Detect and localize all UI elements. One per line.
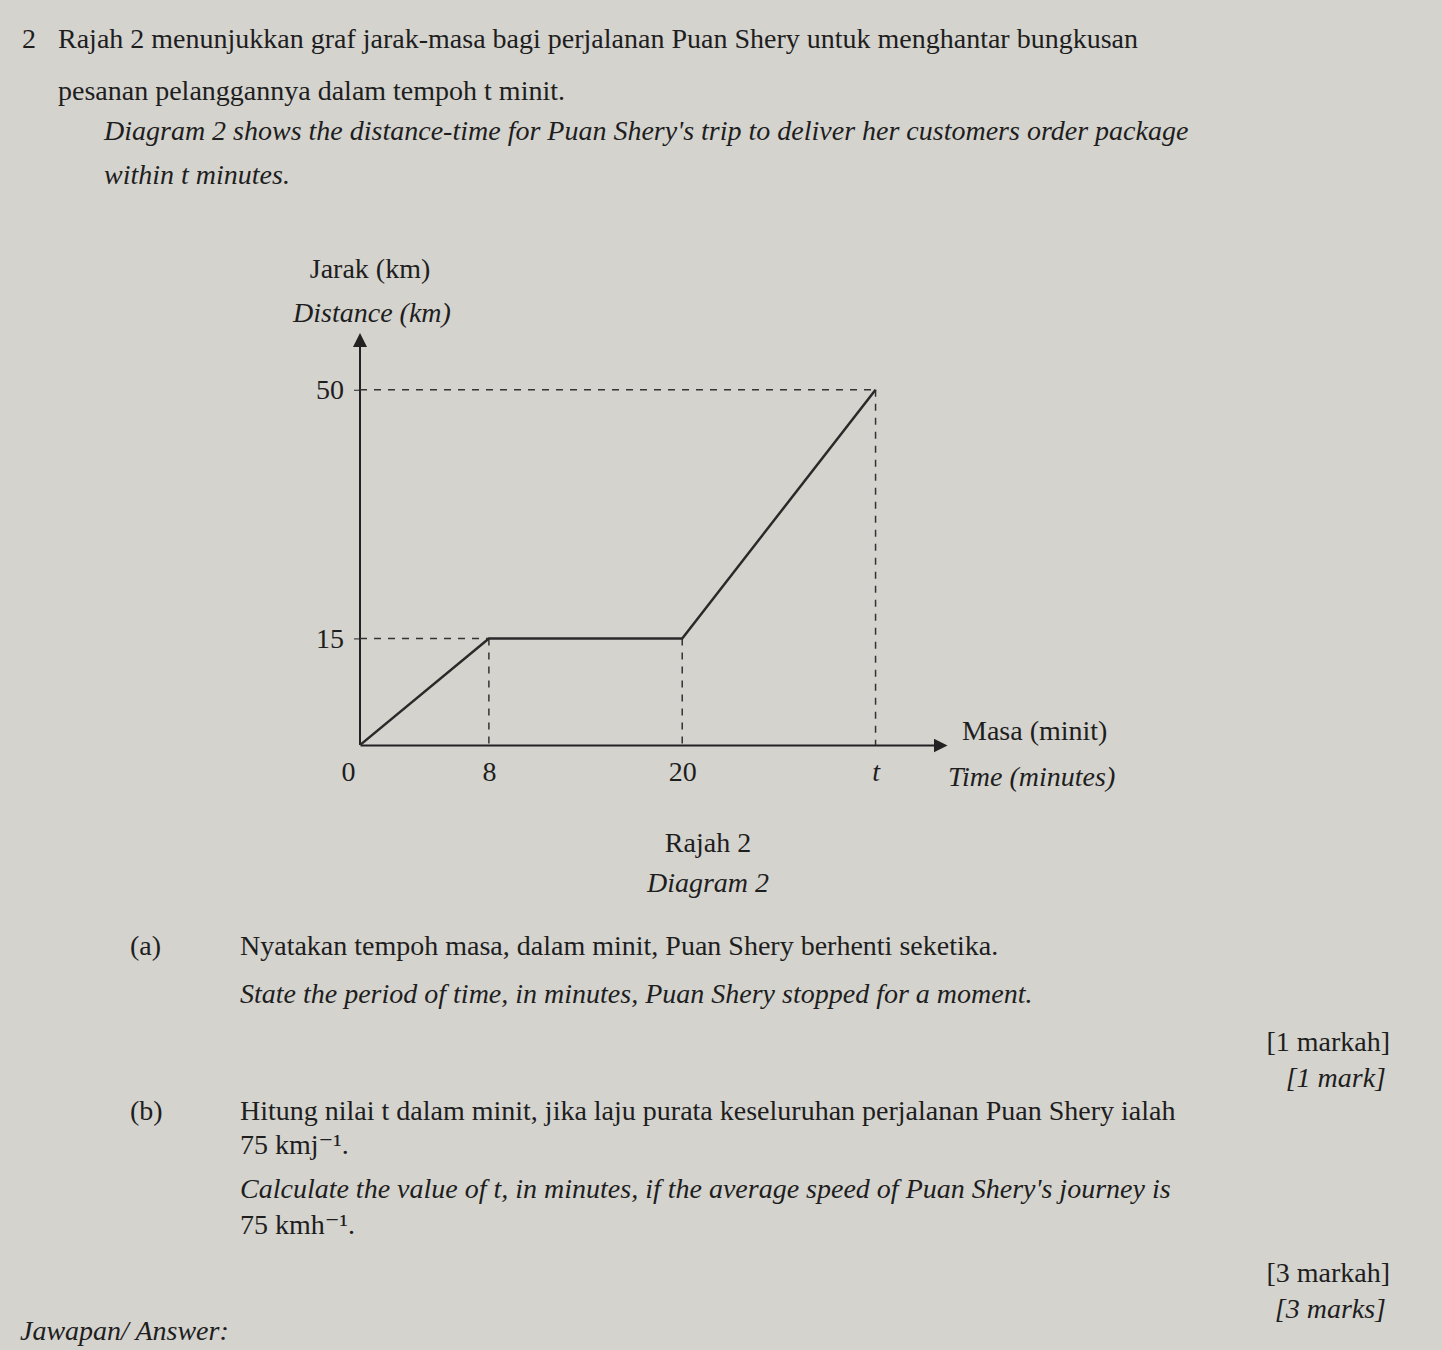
page: 2 Rajah 2 menunjukkan graf jarak-masa bag…: [0, 0, 1442, 1350]
x-tick-label: 20: [669, 756, 697, 787]
part-en: Calculate the value of t, in minutes, if…: [240, 1173, 1171, 1204]
part-bm: Hitung nilai t dalam minit, jika laju pu…: [240, 1095, 1175, 1126]
plot-area: [360, 390, 876, 745]
x-tick-label: t: [872, 756, 881, 787]
y-axis-line: [359, 340, 361, 745]
part-en: 75 kmh⁻¹.: [240, 1209, 355, 1240]
part-label: (b): [130, 1095, 163, 1126]
y-tick-mark: [354, 638, 360, 639]
x-tick: t: [872, 745, 881, 787]
guide-horizontal: [360, 389, 876, 391]
intro-bm: pesanan pelanggannya dalam tempoh t mini…: [58, 75, 565, 106]
marks-en: [3 marks]: [1275, 1293, 1386, 1324]
marks-bm: [1 markah]: [1266, 1026, 1390, 1057]
intro-en: Diagram 2 shows the distance-time for Pu…: [103, 115, 1188, 146]
x-axis-line: [361, 745, 941, 747]
x-axis: 0 8 20 t: [342, 745, 941, 787]
guides: [360, 390, 876, 745]
distance-line: [360, 390, 876, 745]
y-tick-label: 15: [316, 623, 344, 654]
x-tick: 20: [669, 745, 697, 787]
question-number: 2: [22, 23, 36, 54]
answer-label: Jawapan/ Answer:: [20, 1315, 229, 1346]
chart: 0820t1550: [316, 340, 941, 787]
x-axis-label: Time (minutes): [948, 761, 1115, 792]
intro-bm: Rajah 2 menunjukkan graf jarak-masa bagi…: [58, 23, 1138, 54]
part-bm: 75 kmj⁻¹.: [240, 1129, 349, 1160]
y-tick: 50: [316, 374, 360, 405]
part-en: State the period of time, in minutes, Pu…: [240, 978, 1032, 1009]
y-axis: 1550: [316, 340, 360, 745]
y-axis-label: Jarak (km): [310, 253, 431, 284]
y-axis-label: Distance (km): [292, 297, 451, 328]
x-tick-label: 8: [482, 756, 496, 787]
part-bm: Nyatakan tempoh masa, dalam minit, Puan …: [240, 930, 998, 961]
y-tick-label: 50: [316, 374, 344, 405]
part-label: (a): [130, 930, 161, 961]
x-axis-label: Masa (minit): [962, 715, 1107, 746]
guide-horizontal: [360, 638, 489, 640]
x-tick-label: 0: [342, 756, 356, 787]
marks-bm: [3 markah]: [1266, 1257, 1390, 1288]
x-tick: 8: [482, 745, 496, 787]
marks-en: [1 mark]: [1286, 1062, 1386, 1093]
chart-subtitle: Diagram 2: [646, 867, 769, 898]
chart-title: Rajah 2: [665, 827, 751, 858]
guide-vertical: [875, 390, 877, 745]
guide-vertical: [681, 638, 683, 745]
guide-vertical: [488, 638, 490, 745]
intro-en: within t minutes.: [104, 159, 290, 190]
x-tick: 0: [342, 745, 361, 787]
y-tick-mark: [354, 390, 360, 391]
y-tick: 15: [316, 623, 360, 654]
